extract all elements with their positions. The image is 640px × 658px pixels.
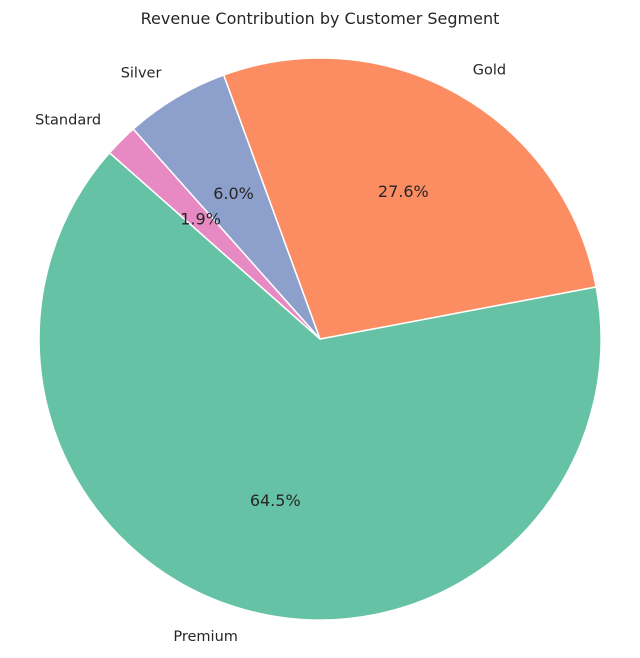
pie-slice-gold <box>222 57 597 340</box>
chart-title: Revenue Contribution by Customer Segment <box>141 9 500 28</box>
category-label-silver: Silver <box>121 66 162 82</box>
percentage-labels: 64.5% 27.6% 6.0% 1.9% <box>180 182 428 510</box>
percentage-label-standard: 1.9% <box>180 209 221 228</box>
percentage-label-gold: 27.6% <box>378 182 429 201</box>
pie-slice-premium <box>38 152 602 621</box>
percentage-label-premium: 64.5% <box>250 491 301 510</box>
category-label-standard: Standard <box>35 113 101 129</box>
pie-slice-standard <box>108 128 321 340</box>
category-label-gold: Gold <box>473 62 506 78</box>
category-label-premium: Premium <box>173 629 238 645</box>
percentage-label-silver: 6.0% <box>213 184 254 203</box>
category-labels: Premium Gold Silver Standard <box>35 62 506 645</box>
pie-slices <box>38 57 602 621</box>
